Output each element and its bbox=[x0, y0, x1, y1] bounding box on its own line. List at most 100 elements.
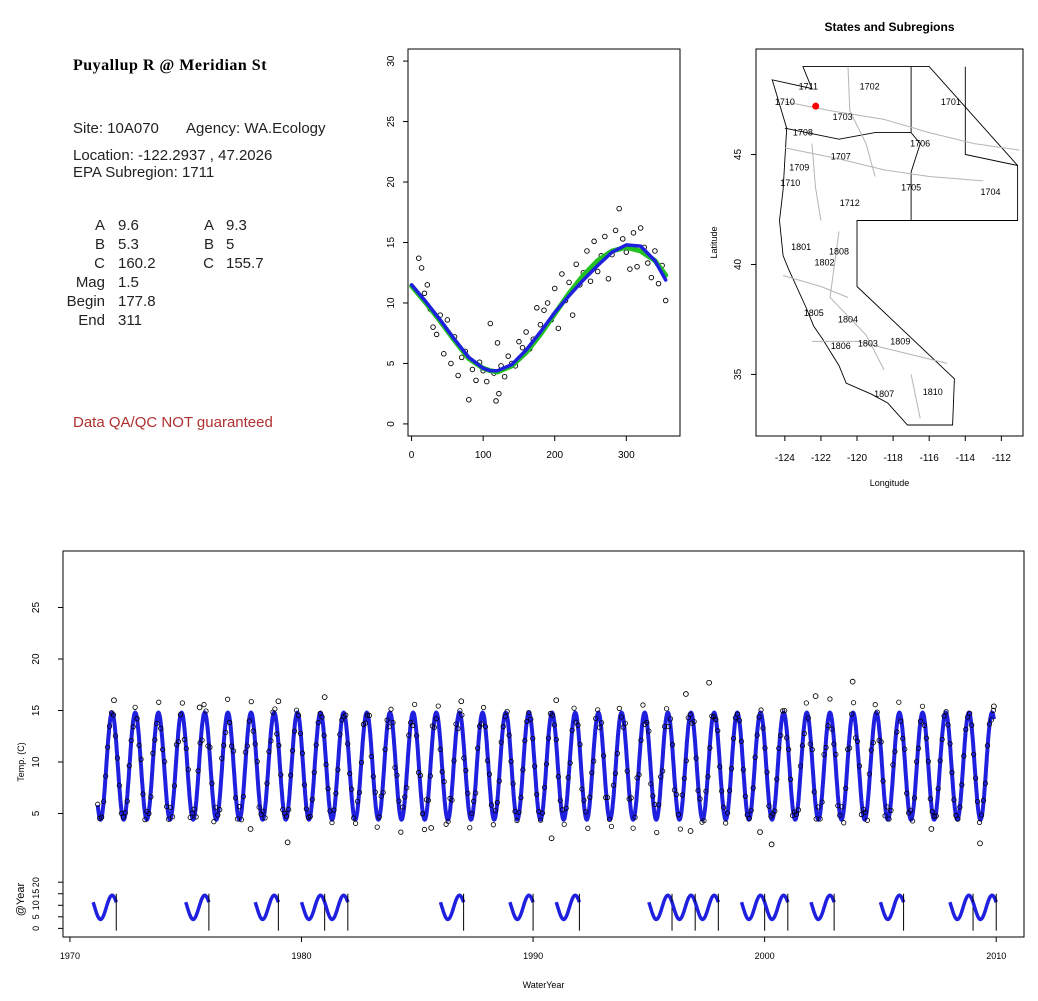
observation-point bbox=[917, 718, 924, 724]
observation-point bbox=[396, 798, 402, 804]
y-tick-label: 0 bbox=[386, 421, 397, 427]
region-label: 1706 bbox=[910, 139, 930, 149]
observation-point bbox=[390, 719, 396, 726]
observation-point bbox=[663, 706, 670, 712]
observation-point bbox=[937, 758, 943, 764]
param-value: 5.3 bbox=[118, 236, 139, 253]
observation-point bbox=[337, 731, 343, 738]
annual-fit-curve bbox=[508, 893, 535, 922]
observation-point bbox=[195, 768, 201, 774]
x-tick-label: 200 bbox=[546, 450, 563, 461]
observation-point bbox=[636, 772, 642, 778]
observation-point bbox=[571, 705, 577, 711]
observation-point bbox=[215, 812, 221, 818]
observation-point bbox=[246, 718, 252, 724]
observation-point bbox=[278, 772, 284, 778]
observation-point bbox=[538, 817, 544, 823]
observation-point bbox=[349, 786, 355, 792]
observation-point bbox=[585, 825, 591, 831]
observation-point bbox=[900, 735, 906, 742]
subregion-boundary bbox=[784, 147, 984, 182]
observation-point bbox=[841, 820, 847, 826]
region-label: 1711 bbox=[799, 81, 818, 91]
observation-point bbox=[959, 782, 965, 788]
region-label: 1809 bbox=[890, 336, 910, 346]
observation-point bbox=[553, 736, 559, 743]
observation-point bbox=[640, 702, 646, 708]
observation-point bbox=[244, 743, 250, 749]
observation-point bbox=[864, 817, 870, 823]
observation-point bbox=[514, 817, 520, 824]
observation-point bbox=[604, 794, 611, 801]
observation-point bbox=[665, 723, 672, 730]
region-label: 1801 bbox=[791, 242, 811, 252]
region-label: 1808 bbox=[829, 246, 849, 256]
observation-point bbox=[400, 804, 406, 810]
observation-point bbox=[892, 748, 898, 755]
observation-point bbox=[372, 789, 378, 795]
observation-point bbox=[809, 747, 815, 753]
observation-point bbox=[187, 814, 193, 821]
annual-fit-curve bbox=[438, 893, 466, 922]
observation-point bbox=[445, 818, 451, 824]
y-tick-label: 45 bbox=[733, 149, 744, 161]
observation-point bbox=[167, 804, 174, 811]
observation-point bbox=[272, 706, 278, 712]
observation-point bbox=[931, 813, 937, 819]
observation-point bbox=[969, 722, 975, 728]
observation-point bbox=[325, 786, 331, 792]
x-tick-label: 1970 bbox=[60, 951, 80, 961]
observation-point bbox=[441, 779, 447, 785]
param-value: 5 bbox=[226, 236, 235, 253]
data-point bbox=[469, 366, 476, 373]
observation-point bbox=[419, 811, 426, 817]
observation-point bbox=[990, 707, 996, 713]
state-boundary bbox=[964, 66, 1018, 166]
observation-point bbox=[819, 799, 825, 805]
observation-point bbox=[780, 708, 786, 714]
data-point bbox=[559, 271, 565, 277]
observation-point bbox=[366, 712, 372, 719]
observation-point bbox=[673, 791, 680, 798]
observation-point bbox=[388, 706, 394, 712]
data-point bbox=[605, 276, 612, 282]
observation-point bbox=[295, 712, 302, 718]
subregion-boundary bbox=[784, 101, 1020, 151]
region-label: 1704 bbox=[981, 187, 1001, 197]
data-point bbox=[537, 321, 544, 328]
annual-fit-curve bbox=[647, 893, 674, 922]
observation-point bbox=[955, 816, 961, 822]
observation-point bbox=[274, 731, 280, 737]
site-marker bbox=[812, 102, 820, 110]
observation-point bbox=[154, 720, 160, 727]
observation-point bbox=[567, 760, 573, 766]
observation-point bbox=[293, 707, 300, 713]
observation-point bbox=[723, 820, 729, 826]
observation-point bbox=[984, 743, 991, 749]
observation-point bbox=[459, 712, 465, 718]
observation-point bbox=[449, 797, 455, 803]
y-axis-label: Temp. (C) bbox=[16, 742, 26, 782]
observation-point bbox=[614, 750, 620, 757]
observation-point bbox=[928, 826, 935, 832]
observation-point bbox=[486, 771, 493, 777]
observation-point bbox=[868, 747, 874, 753]
observation-point bbox=[394, 772, 400, 778]
observation-point bbox=[734, 711, 741, 717]
year-panel-tick-label: 5 bbox=[31, 914, 41, 919]
observation-point bbox=[183, 745, 189, 752]
observation-point bbox=[162, 758, 168, 765]
observation-point bbox=[833, 751, 839, 758]
observation-point bbox=[862, 809, 868, 815]
data-point bbox=[534, 305, 540, 311]
observation-point bbox=[768, 841, 775, 848]
observation-point bbox=[404, 785, 410, 791]
observation-point bbox=[620, 724, 626, 730]
observation-point bbox=[766, 803, 772, 809]
observation-point bbox=[504, 708, 510, 715]
observation-point bbox=[656, 802, 662, 808]
observation-point bbox=[254, 758, 260, 765]
observation-point bbox=[555, 774, 561, 780]
observation-point bbox=[199, 737, 205, 743]
data-point bbox=[519, 344, 526, 351]
